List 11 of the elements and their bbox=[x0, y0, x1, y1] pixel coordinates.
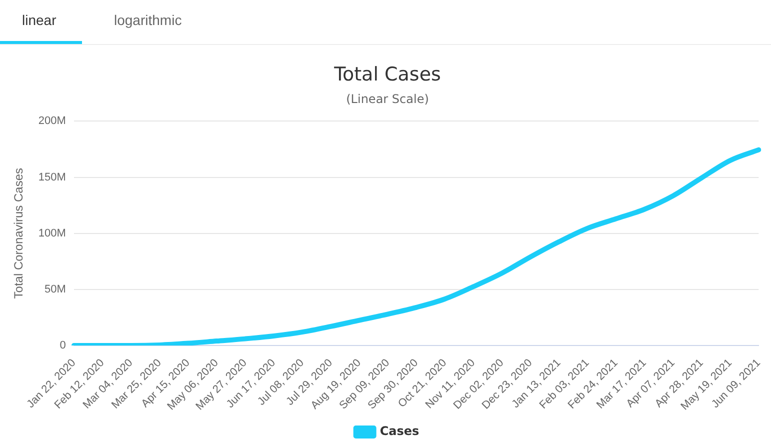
text: linear bbox=[22, 12, 56, 28]
y-tick-label: 200M bbox=[38, 115, 66, 128]
y-tick-label: 100M bbox=[38, 227, 66, 240]
y-tick-label: 150M bbox=[38, 171, 66, 184]
legend-label: Cases bbox=[380, 424, 420, 438]
chart-title: Total Cases bbox=[333, 63, 441, 86]
chart-subtitle: (Linear Scale) bbox=[346, 92, 429, 106]
text: logarithmic bbox=[114, 12, 182, 28]
y-tick-label: 50M bbox=[44, 283, 66, 296]
y-axis-title: Total Coronavirus Cases bbox=[12, 168, 26, 299]
y-tick-label: 0 bbox=[60, 340, 66, 352]
